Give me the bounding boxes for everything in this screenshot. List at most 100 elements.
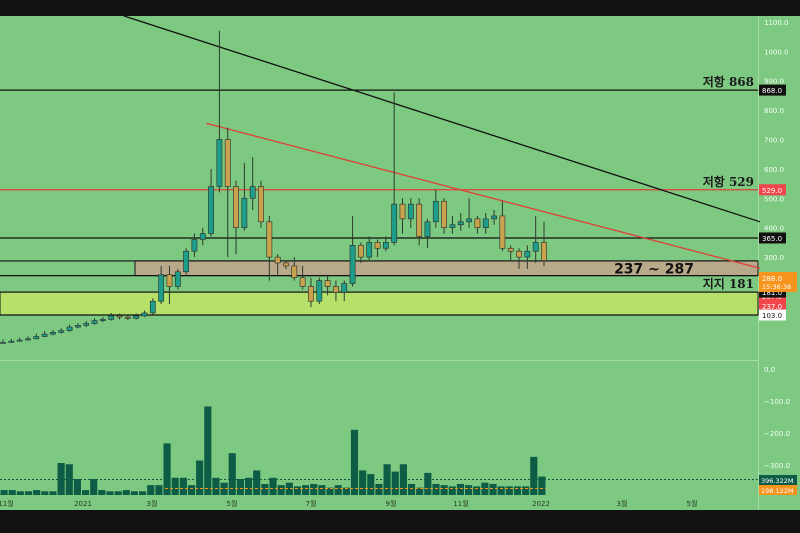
volume-bar bbox=[310, 483, 318, 495]
volume-bar bbox=[41, 491, 49, 495]
price-tick-label: 500.0 bbox=[764, 195, 784, 203]
candle-body bbox=[308, 286, 314, 302]
volume-bar bbox=[399, 464, 407, 495]
candle-body bbox=[158, 274, 165, 302]
volume-bar bbox=[130, 491, 139, 495]
price-badge-bg bbox=[759, 232, 786, 244]
price-badge-bg bbox=[759, 309, 786, 321]
price-tick-label: 300.0 bbox=[764, 254, 784, 262]
price-tick-label: 700.0 bbox=[764, 136, 784, 144]
time-tick-label: 9월 bbox=[386, 499, 397, 508]
volume-badge-bg bbox=[759, 485, 797, 495]
osc-tick-label: −100.0 bbox=[764, 398, 790, 406]
candle-body bbox=[541, 242, 547, 261]
volume-bar bbox=[269, 477, 277, 495]
volume-bar bbox=[90, 479, 98, 495]
annotations-layer: 237 ~ 287 저항 868 저항 529 지지 181 bbox=[614, 74, 754, 291]
candle-body bbox=[174, 271, 181, 287]
candle-body bbox=[466, 218, 472, 223]
candle-body bbox=[133, 315, 140, 319]
volume-bar bbox=[114, 491, 122, 495]
volume-bar bbox=[391, 471, 399, 495]
osc-tick-label: −300.0 bbox=[764, 462, 790, 470]
candle-body bbox=[216, 139, 223, 187]
volume-bar bbox=[73, 479, 81, 495]
price-badge: 529.0 bbox=[762, 187, 782, 195]
candle-body bbox=[58, 330, 65, 333]
trendline bbox=[206, 122, 761, 269]
volume-bar bbox=[277, 485, 285, 495]
candle-body bbox=[183, 250, 189, 273]
zone-band bbox=[0, 291, 759, 316]
candle-body bbox=[441, 200, 448, 228]
candle-body bbox=[50, 332, 56, 335]
candle-body bbox=[499, 215, 506, 249]
volume-bar bbox=[383, 464, 391, 495]
volume-bar bbox=[163, 443, 171, 495]
volume-bar bbox=[456, 483, 465, 495]
candle-body bbox=[99, 319, 106, 321]
volume-bar bbox=[155, 485, 163, 495]
volume-bar bbox=[522, 486, 530, 495]
volume-bar bbox=[261, 483, 269, 495]
candle-body bbox=[66, 326, 73, 331]
trendlines-layer bbox=[123, 15, 761, 269]
volume-bar bbox=[33, 490, 41, 495]
volume-bar bbox=[253, 470, 261, 495]
volume-bar bbox=[407, 483, 416, 495]
candle-body bbox=[399, 203, 406, 220]
current-price-bg bbox=[759, 272, 797, 292]
volume-bar bbox=[179, 477, 187, 495]
level-annotation: 저항 868 bbox=[703, 74, 754, 89]
volume-bar bbox=[24, 491, 33, 495]
zone-label: 237 ~ 287 bbox=[614, 261, 694, 277]
price-axis bbox=[758, 16, 800, 510]
volume-bar bbox=[147, 485, 155, 495]
volume-bar bbox=[228, 453, 236, 495]
volume-bar bbox=[481, 482, 489, 495]
price-badge-bg bbox=[759, 84, 786, 96]
candle-body bbox=[491, 215, 497, 220]
osc-tick-label: −200.0 bbox=[764, 430, 790, 438]
candle-body bbox=[407, 203, 414, 220]
price-tick-label: 600.0 bbox=[764, 166, 784, 174]
time-tick-label: 3월 bbox=[617, 499, 628, 508]
time-tick-label: 2022 bbox=[532, 500, 550, 508]
levels-layer bbox=[0, 89, 758, 316]
volume-bar bbox=[106, 491, 114, 495]
volume-bar bbox=[326, 487, 334, 495]
candle-body bbox=[75, 325, 81, 328]
time-tick-label: 3월 bbox=[147, 499, 158, 508]
volume-bar bbox=[367, 474, 375, 495]
price-badge: 181.0 bbox=[762, 289, 782, 297]
volume-bar bbox=[465, 485, 473, 495]
candle-body bbox=[241, 197, 248, 228]
osc-tick-label: 0.0 bbox=[764, 366, 775, 374]
volume-bar bbox=[538, 476, 546, 495]
volume-bar bbox=[49, 491, 57, 495]
volume-bar bbox=[196, 460, 204, 495]
volume-bar bbox=[204, 406, 212, 495]
volume-bar bbox=[212, 477, 220, 495]
time-tick-label: 11월 bbox=[0, 499, 14, 508]
volume-bar bbox=[81, 490, 90, 495]
volume-bar bbox=[497, 486, 505, 495]
price-badges-layer: 868.0529.0365.0287.0237.0181.0103.0288.0… bbox=[759, 84, 797, 495]
candle-body bbox=[33, 336, 40, 340]
time-tick-label: 11월 bbox=[453, 499, 468, 508]
volume-badge-label: 198.122M bbox=[761, 487, 794, 495]
volume-bar bbox=[302, 485, 310, 495]
candle-body bbox=[382, 242, 389, 249]
price-badge-bg bbox=[759, 184, 786, 196]
volume-bars-layer bbox=[0, 406, 758, 495]
volume-bar bbox=[318, 485, 326, 495]
candle-body bbox=[258, 186, 264, 223]
volume-bar bbox=[448, 486, 456, 495]
volume-bar bbox=[187, 485, 196, 495]
volume-bar bbox=[334, 485, 342, 495]
volume-bar bbox=[171, 477, 179, 495]
candle-body bbox=[524, 250, 531, 258]
volume-bar bbox=[0, 490, 8, 495]
volume-bar bbox=[359, 470, 367, 495]
